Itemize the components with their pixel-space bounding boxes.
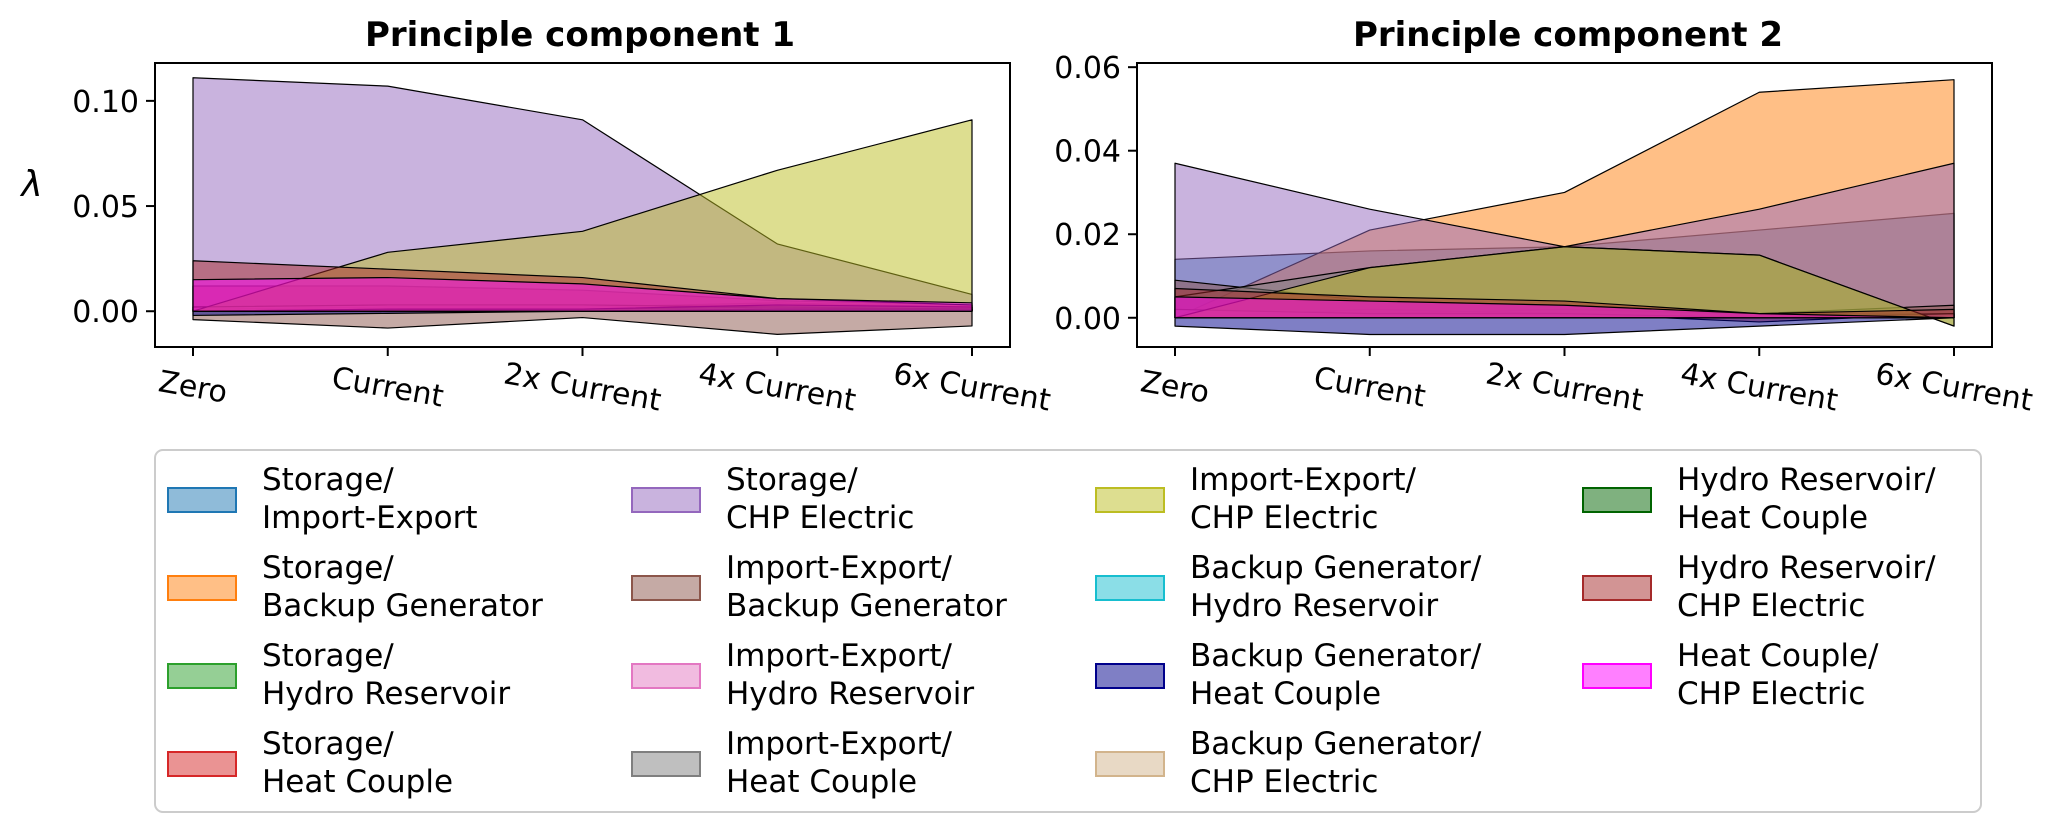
- y-tick-label: 0.00: [1054, 302, 1121, 337]
- legend-swatch: [1095, 487, 1165, 513]
- legend-swatch: [631, 487, 701, 513]
- panel-2-title: Principle component 2: [1353, 15, 1783, 55]
- y-tick-label: 0.00: [72, 295, 139, 330]
- legend-label-line1: Storage/: [262, 726, 394, 762]
- legend-swatch: [167, 663, 237, 689]
- y-tick-label: 0.02: [1054, 218, 1121, 253]
- legend-item: Import-Export/CHP Electric: [1095, 462, 1417, 536]
- panel-1-areas: [192, 77, 973, 335]
- legend-item: Heat Couple/CHP Electric: [1582, 638, 1879, 712]
- legend-label-line1: Import-Export/: [726, 550, 953, 586]
- panel-principle-component-2: Principle component 2 0.00 0.02 0.04 0.06 Z…: [1054, 15, 2035, 419]
- legend-label-line2: Import-Export: [262, 500, 478, 536]
- legend-label-line1: Import-Export/: [1190, 462, 1417, 498]
- legend-item: Storage/Import-Export: [167, 462, 478, 536]
- x-tick-label: 6x Current: [1873, 356, 2036, 418]
- legend-label-line1: Heat Couple/: [1677, 638, 1879, 674]
- legend-item: Storage/CHP Electric: [631, 462, 914, 536]
- legend-swatch: [631, 751, 701, 777]
- legend-swatch: [1095, 575, 1165, 601]
- legend-swatch: [1095, 663, 1165, 689]
- x-tick-label: 4x Current: [696, 356, 859, 418]
- legend-swatch: [631, 575, 701, 601]
- legend-label-line2: Heat Couple: [726, 764, 917, 800]
- legend-label-line1: Import-Export/: [726, 726, 953, 762]
- legend-label-line1: Storage/: [726, 462, 858, 498]
- legend-label-line2: Heat Couple: [262, 764, 453, 800]
- legend-item: Import-Export/Hydro Reservoir: [631, 638, 974, 712]
- legend-label-line1: Hydro Reservoir/: [1677, 550, 1936, 586]
- y-tick-label: 0.05: [72, 190, 139, 225]
- legend-label-line1: Import-Export/: [726, 638, 953, 674]
- panel-1-y-axis: 0.00 0.05 0.10: [72, 85, 155, 330]
- legend-label-line2: Heat Couple: [1190, 676, 1381, 712]
- legend-label-line1: Backup Generator/: [1190, 638, 1482, 674]
- legend-frame: [154, 449, 1982, 813]
- legend-label-line2: Heat Couple: [1677, 500, 1868, 536]
- legend-label-line1: Hydro Reservoir/: [1677, 462, 1936, 498]
- x-tick-label: 4x Current: [1678, 356, 1841, 418]
- legend-swatch: [1095, 751, 1165, 777]
- panel-principle-component-1: Principle component 1 0.00 0.05 0.10 Zero …: [19, 15, 1053, 419]
- x-tick-label: Current: [329, 360, 446, 414]
- legend-swatch: [1582, 487, 1652, 513]
- panel-2-y-axis: 0.00 0.02 0.04 0.06: [1054, 51, 1137, 337]
- legend-swatch: [167, 575, 237, 601]
- x-tick-label: 2x Current: [1483, 356, 1646, 418]
- legend-item: Backup Generator/Heat Couple: [1095, 638, 1482, 712]
- legend-label-line2: Backup Generator: [726, 588, 1007, 624]
- legend-swatch: [167, 487, 237, 513]
- y-tick-label: 0.10: [72, 85, 139, 120]
- area-series-15: [1174, 296, 1955, 319]
- legend-item: Hydro Reservoir/Heat Couple: [1582, 462, 1936, 536]
- legend-item: Backup Generator/Hydro Reservoir: [1095, 550, 1482, 624]
- y-axis-label: λ: [19, 164, 42, 205]
- area-series-11: [1174, 317, 1955, 336]
- y-tick-label: 0.06: [1054, 51, 1121, 86]
- legend-label-line1: Storage/: [262, 462, 394, 498]
- legend-label-line2: CHP Electric: [1677, 676, 1865, 712]
- legend-label-line2: CHP Electric: [1190, 764, 1378, 800]
- x-tick-label: Zero: [156, 364, 230, 410]
- legend-item: Backup Generator/CHP Electric: [1095, 726, 1482, 800]
- legend-item: Import-Export/Backup Generator: [631, 550, 1007, 624]
- x-tick-label: 6x Current: [891, 356, 1054, 418]
- legend-item: Storage/Hydro Reservoir: [167, 638, 510, 712]
- legend-item: Storage/Backup Generator: [167, 550, 543, 624]
- area-series-6: [192, 310, 973, 335]
- legend-label-line2: CHP Electric: [1677, 588, 1865, 624]
- legend-swatch: [1582, 575, 1652, 601]
- legend-item: Storage/Heat Couple: [167, 726, 453, 800]
- y-tick-label: 0.04: [1054, 135, 1121, 170]
- legend-label-line2: CHP Electric: [726, 500, 914, 536]
- x-tick-label: Current: [1311, 360, 1428, 414]
- legend-label-line1: Backup Generator/: [1190, 550, 1482, 586]
- x-tick-label: Zero: [1138, 364, 1212, 410]
- legend-label-line2: CHP Electric: [1190, 500, 1378, 536]
- legend-item: Hydro Reservoir/CHP Electric: [1582, 550, 1936, 624]
- legend-swatch: [1582, 663, 1652, 689]
- legend-swatch: [167, 751, 237, 777]
- legend-label-line2: Hydro Reservoir: [262, 676, 510, 712]
- legend-label-line2: Backup Generator: [262, 588, 543, 624]
- legend-label-line1: Storage/: [262, 550, 394, 586]
- legend-label-line1: Backup Generator/: [1190, 726, 1482, 762]
- panel-2-x-axis: Zero Current 2x Current 4x Current 6x Cu…: [1138, 347, 2036, 419]
- x-tick-label: 2x Current: [501, 356, 664, 418]
- panel-1-title: Principle component 1: [365, 15, 795, 55]
- legend-swatch: [631, 663, 701, 689]
- panel-1-x-axis: Zero Current 2x Current 4x Current 6x Cu…: [156, 347, 1054, 419]
- legend-label-line1: Storage/: [262, 638, 394, 674]
- area-series-15: [192, 276, 973, 312]
- legend-label-line2: Hydro Reservoir: [726, 676, 974, 712]
- legend-item: Import-Export/Heat Couple: [631, 726, 953, 800]
- panel-2-areas: [1174, 79, 1955, 336]
- legend-label-line2: Hydro Reservoir: [1190, 588, 1438, 624]
